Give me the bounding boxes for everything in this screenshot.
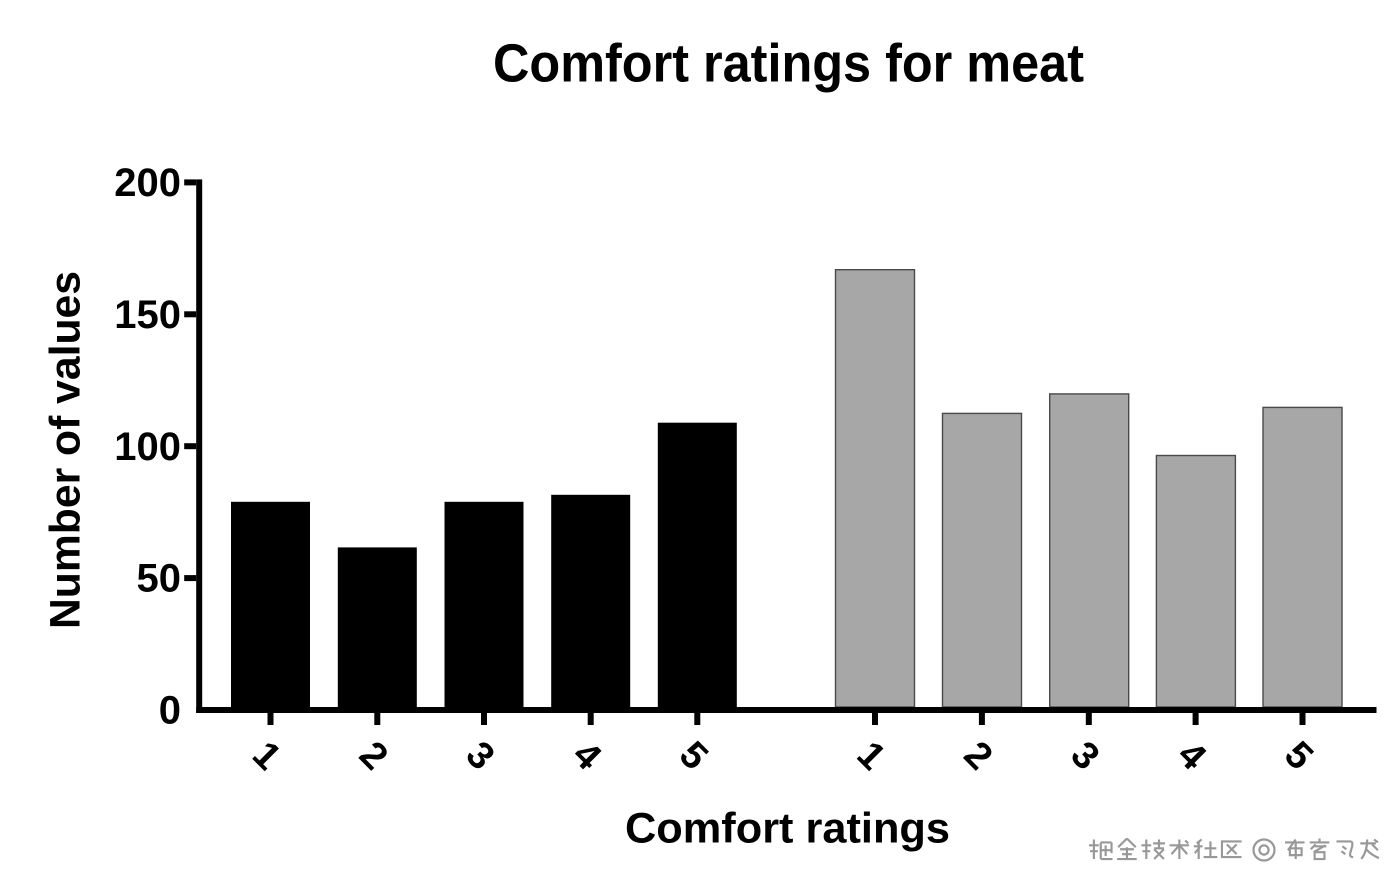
svg-text:100: 100 [114,425,181,469]
svg-text:Number of values: Number of values [42,271,90,629]
svg-text:50: 50 [137,557,182,601]
svg-text:200: 200 [114,161,181,205]
svg-text:Comfort ratings: Comfort ratings [625,805,950,853]
svg-text:Comfort ratings for meat: Comfort ratings for meat [493,34,1084,94]
svg-text:0: 0 [159,689,181,733]
svg-text:150: 150 [114,293,181,337]
